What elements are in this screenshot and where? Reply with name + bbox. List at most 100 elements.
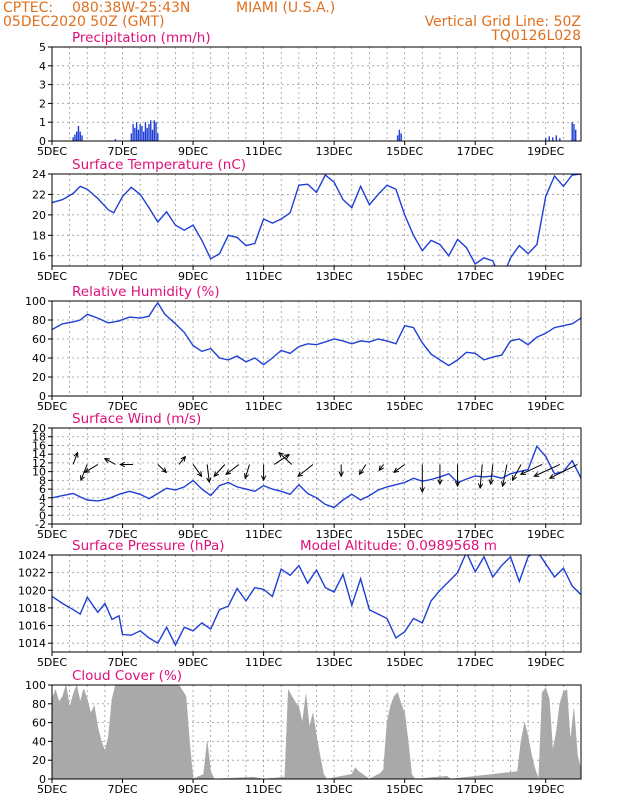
precip-bar (559, 138, 561, 141)
wind-vector (520, 464, 543, 475)
precip-bar (75, 131, 78, 141)
wind-arrowhead (519, 470, 526, 475)
y-tick-label: 1016 (18, 620, 46, 633)
y-tick-label: 3 (39, 79, 46, 92)
wind-arrowhead (243, 473, 250, 480)
x-tick-label: 15DEC (386, 145, 423, 158)
precip-bar (153, 120, 155, 141)
header: CPTEC: 080:38W-25:43N MIAMI (U.S.A.) 05D… (3, 0, 581, 44)
wind-vector (192, 464, 203, 477)
y-tick-label: 16 (32, 439, 46, 452)
precip-bar (146, 127, 148, 141)
x-tick-label: 13DEC (316, 270, 353, 283)
precip-bar (150, 120, 152, 141)
panel-3: 0 20 40 60 80 100 5DEC 7DEC 9DEC 11DEC 13DEC 15DEC 1… (25, 284, 582, 413)
x-tick-label: 13DEC (316, 400, 353, 413)
precip-bar (157, 133, 159, 141)
precip-bar (552, 137, 554, 141)
precip-bar (134, 127, 136, 141)
y-tick-label: 20 (32, 754, 46, 767)
y-tick-label: 4 (39, 492, 46, 505)
panel-title: Surface Temperature (nC) (72, 157, 246, 173)
wind-vector (225, 464, 240, 475)
x-tick-label: 7DEC (107, 528, 137, 541)
x-tick-label: 11DEC (245, 783, 282, 796)
precip-bar (79, 131, 81, 141)
x-tick-label: 5DEC (37, 528, 67, 541)
y-tick-label: 0 (39, 509, 46, 522)
precip-bar (155, 122, 157, 141)
wind-vector (534, 464, 561, 477)
wind-vector (512, 464, 522, 481)
cloud-cover-area (51, 684, 582, 780)
x-tick-label: 15DEC (386, 400, 423, 413)
series-line (52, 555, 581, 647)
wind-arrowhead (80, 475, 85, 482)
y-tick-label: 60 (32, 717, 46, 730)
precip-bar (135, 122, 138, 141)
header-location: MIAMI (U.S.A.) (236, 0, 335, 16)
x-tick-label: 5DEC (37, 400, 67, 413)
y-tick-label: 6 (39, 483, 46, 496)
panel-frame (51, 46, 582, 142)
precip-bar (396, 135, 399, 141)
x-tick-label: 19DEC (527, 145, 564, 158)
precip-bar (130, 133, 133, 141)
header-coords: 080:38W-25:43N (72, 0, 190, 16)
x-tick-label: 15DEC (386, 270, 423, 283)
y-tick-label: 0 (39, 390, 46, 403)
panel-title: Precipitation (mm/h) (72, 30, 211, 46)
x-tick-label: 19DEC (527, 400, 564, 413)
x-tick-label: 15DEC (386, 783, 423, 796)
wind-arrowhead (297, 471, 304, 477)
y-tick-label: 1020 (18, 584, 46, 597)
y-tick-label: 2 (39, 97, 46, 110)
wind-arrowhead (84, 467, 91, 473)
y-tick-label: 40 (32, 352, 46, 365)
x-tick-label: 9DEC (178, 145, 208, 158)
panel-frame (51, 684, 582, 780)
x-tick-label: 5DEC (37, 145, 67, 158)
precip-bar (398, 129, 401, 141)
x-tick-label: 7DEC (107, 270, 137, 283)
y-tick-label: 24 (32, 168, 46, 181)
precip-bar (74, 134, 76, 141)
precip-bar (151, 129, 154, 141)
x-tick-label: 15DEC (386, 656, 423, 669)
panel-5: 1014 1016 1018 1020 1022 1024 5DEC 7DEC 9DEC 11DE… (18, 538, 582, 669)
precip-bar (548, 136, 550, 141)
panel-frame (51, 300, 582, 397)
wind-vector (244, 464, 250, 479)
panel-frame (51, 427, 582, 525)
x-tick-label: 7DEC (107, 145, 137, 158)
wind-arrowhead (511, 475, 517, 482)
y-tick-label: 12 (32, 457, 46, 470)
panel-2: 16 18 20 22 24 5DEC 7DEC 9DEC 11DEC 13DEC 15DEC 17D… (32, 157, 582, 283)
x-tick-label: 13DEC (316, 783, 353, 796)
x-tick-label: 17DEC (457, 145, 494, 158)
x-tick-label: 9DEC (178, 528, 208, 541)
wind-arrowhead (119, 461, 126, 468)
y-tick-label: 60 (32, 333, 46, 346)
x-tick-label: 5DEC (37, 783, 67, 796)
wind-vector (490, 464, 494, 485)
x-tick-label: 11DEC (245, 270, 282, 283)
panel-title: Cloud Cover (%) (72, 668, 182, 684)
header-model-code: TQ0126L028 (490, 28, 581, 44)
wind-arrowhead (500, 481, 507, 488)
wind-vector (502, 464, 508, 487)
y-tick-label: 80 (32, 314, 46, 327)
y-tick-label: 4 (39, 60, 46, 73)
panel-title: Surface Pressure (hPa) (72, 538, 225, 554)
x-tick-label: 7DEC (107, 783, 137, 796)
series-line (52, 301, 581, 367)
y-tick-label: 100 (25, 295, 46, 308)
y-tick-label: 1 (39, 116, 46, 129)
x-tick-label: 5DEC (37, 656, 67, 669)
wind-arrowhead (477, 483, 484, 490)
wind-arrowhead (488, 479, 494, 486)
precip-bar (573, 124, 575, 141)
precip-bar (137, 129, 140, 141)
precip-bar (81, 135, 83, 141)
x-tick-label: 13DEC (316, 528, 353, 541)
